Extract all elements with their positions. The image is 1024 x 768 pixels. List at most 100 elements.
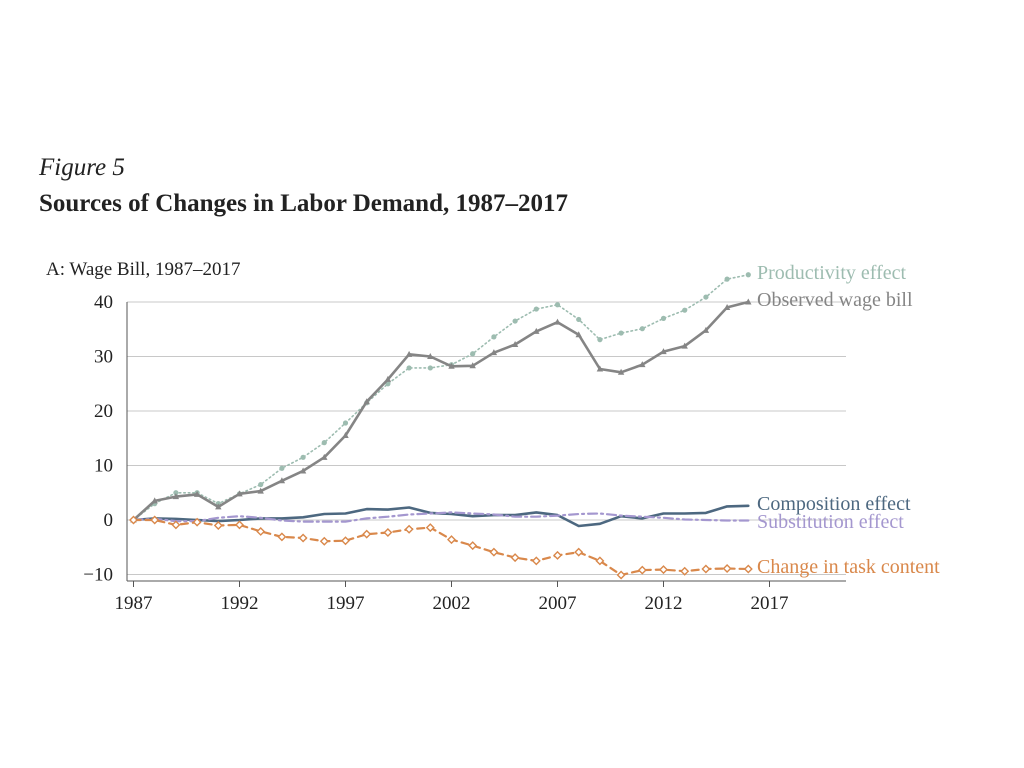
data-point (448, 362, 455, 369)
data-point (213, 520, 223, 530)
data-point (511, 341, 519, 348)
data-point (596, 365, 604, 372)
data-point (554, 318, 561, 325)
data-point (427, 365, 433, 371)
data-point (362, 529, 372, 539)
data-point (681, 342, 688, 349)
y-tick-label: 40 (94, 292, 113, 313)
data-point (171, 520, 181, 530)
data-point (299, 467, 307, 474)
data-point (639, 361, 646, 368)
data-point (404, 524, 414, 534)
data-point (470, 351, 476, 357)
data-point (576, 316, 582, 323)
data-point (468, 541, 478, 551)
data-point (298, 533, 308, 543)
data-point (702, 326, 710, 333)
data-point (257, 487, 264, 494)
data-point (342, 432, 349, 439)
data-point (279, 465, 285, 471)
data-point (384, 375, 392, 382)
x-tick-labels: 1987 1992 1997 2002 2007 2012 2017 (115, 593, 789, 614)
data-point (321, 453, 328, 460)
data-point (533, 327, 540, 334)
series-label-composition-effect: Composition effect (757, 493, 911, 515)
data-point (680, 566, 690, 576)
data-point (173, 490, 179, 496)
data-point (512, 318, 518, 324)
data-point (745, 272, 751, 278)
data-point (447, 535, 456, 545)
y-tick-label: 20 (94, 401, 113, 422)
y-tick-label: 10 (94, 456, 113, 477)
series-line-substitution-effect (132, 511, 750, 523)
data-point (510, 553, 520, 563)
data-point (490, 349, 498, 356)
data-point (553, 550, 562, 560)
data-point (597, 337, 603, 343)
data-point (595, 556, 605, 566)
data-point (406, 365, 412, 371)
data-point (236, 490, 243, 497)
data-point (724, 276, 730, 282)
data-point (660, 348, 667, 355)
series-line-observed-wage-bill (132, 300, 750, 522)
data-point (723, 303, 731, 310)
data-point (617, 368, 625, 375)
data-point (256, 526, 266, 536)
data-point (574, 547, 584, 557)
data-point (722, 564, 732, 573)
data-point (278, 477, 286, 484)
data-point (215, 503, 222, 510)
data-point (150, 515, 160, 525)
data-point (427, 353, 434, 359)
data-point (745, 298, 752, 305)
data-point (660, 315, 667, 321)
data-point (129, 515, 138, 525)
y-tick-labels: 40 30 20 10 0 −10 (83, 292, 113, 586)
data-point (469, 362, 476, 369)
data-point (489, 547, 499, 557)
x-tick-label: 2007 (539, 593, 577, 614)
data-point (491, 334, 497, 340)
x-tick-label: 1992 (221, 593, 259, 614)
y-tick-label: 0 (104, 510, 114, 531)
data-point (637, 565, 647, 575)
data-point (616, 570, 626, 580)
y-tick-label: −10 (83, 565, 113, 586)
data-point (618, 330, 624, 336)
data-point (151, 497, 158, 504)
series-labels: Productivity effect Observed wage bill Com… (757, 262, 940, 578)
data-point (383, 528, 393, 538)
x-tick-label: 2002 (433, 593, 471, 614)
data-point (193, 490, 201, 497)
axes (126, 302, 846, 587)
series-label-observed-wage-bill: Observed wage bill (757, 289, 913, 311)
data-point (743, 564, 753, 574)
data-point (425, 523, 435, 533)
x-tick-label: 2017 (751, 593, 789, 614)
data-point (554, 302, 561, 308)
y-tick-label: 30 (94, 347, 113, 368)
series-group (129, 272, 753, 580)
data-point (575, 331, 582, 338)
data-point (533, 306, 539, 312)
data-point (258, 481, 264, 488)
figure-title: Sources of Changes in Labor Demand, 1987… (39, 190, 568, 217)
data-point (405, 350, 413, 357)
data-point (531, 556, 541, 566)
series-label-productivity-effect: Productivity effect (757, 262, 906, 284)
data-point (701, 564, 711, 574)
data-point (342, 420, 349, 426)
data-point (639, 326, 645, 332)
series-label-substitution-effect: Substitution effect (757, 511, 904, 533)
data-point (300, 454, 306, 460)
data-point (363, 398, 370, 405)
x-tick-label: 1987 (115, 593, 153, 614)
series-line-composition-effect (132, 504, 750, 528)
data-point (319, 536, 329, 546)
data-point (172, 493, 180, 500)
series-line-productivity-effect (132, 273, 750, 521)
figure-label: Figure 5 (39, 154, 125, 181)
